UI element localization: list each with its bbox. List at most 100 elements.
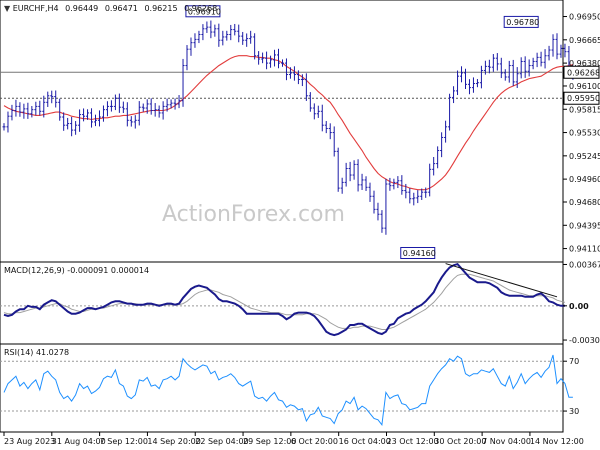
price-bar — [408, 188, 412, 204]
price-bar — [34, 101, 38, 116]
price-bar — [66, 117, 70, 130]
price-bar — [304, 73, 308, 101]
price-bar — [50, 90, 54, 104]
price-bar — [58, 98, 62, 121]
price-bar — [229, 24, 233, 41]
price-axis-label: 0.94110 — [569, 245, 600, 254]
price-bar — [448, 93, 452, 131]
price-axis-label: 0.96665 — [569, 36, 600, 45]
price-bar — [129, 116, 133, 127]
price-bar — [74, 121, 78, 135]
current-price-label: 0.96268 — [563, 65, 600, 79]
watermark: ActionForex.com — [162, 202, 345, 227]
price-bar — [101, 105, 105, 122]
price-bar — [173, 98, 177, 110]
price-bar — [197, 30, 201, 44]
price-bar — [245, 33, 249, 47]
rsi-title: RSI(14) 41.0278 — [4, 348, 69, 357]
price-bar — [249, 30, 253, 44]
x-axis-label: 6 Oct 20:00 — [291, 437, 338, 446]
price-bar — [392, 178, 396, 190]
price-bar — [137, 101, 141, 126]
price-annotation: 0.96780 — [503, 15, 539, 28]
price-axis-label: 0.95815 — [569, 105, 600, 114]
price-bar — [456, 70, 460, 96]
ohlc-close: 0.96268 — [184, 4, 217, 13]
price-bar — [269, 55, 273, 68]
price-bar — [237, 24, 241, 43]
price-axis-label: 0.94960 — [569, 175, 600, 184]
price-bar — [121, 101, 125, 114]
svg-text:0.96780: 0.96780 — [506, 18, 539, 27]
price-axis-label: 0.96380 — [569, 59, 600, 68]
price-bar — [284, 58, 288, 81]
price-bar — [109, 100, 113, 112]
price-bar — [90, 108, 94, 128]
price-bar — [471, 77, 475, 93]
price-bar — [221, 30, 225, 46]
price-bar — [380, 210, 384, 233]
price-axis-label: 0.95530 — [569, 129, 600, 138]
price-axis-label: 0.94680 — [569, 198, 600, 207]
price-bar — [364, 176, 368, 191]
price-panel: ActionForex.com 0.96910 0.96780 0.94160 ▼ … — [0, 0, 575, 263]
price-bar — [348, 161, 352, 182]
price-bar — [519, 57, 523, 79]
price-bar — [82, 108, 86, 122]
price-bar — [503, 69, 507, 81]
price-bar — [42, 95, 46, 118]
price-axis-label: 0.94395 — [569, 221, 600, 230]
price-bar — [356, 159, 360, 192]
moving-average-line — [3, 55, 574, 191]
price-bar — [539, 51, 543, 67]
price-bar — [551, 34, 555, 57]
price-bar — [261, 52, 265, 64]
price-bar — [487, 59, 491, 74]
price-bar — [105, 101, 109, 117]
price-bar — [328, 123, 332, 140]
price-bar — [479, 65, 483, 89]
macd-y-axis: 0.00367 0.00 -0.003038 — [563, 260, 600, 345]
price-bar — [388, 177, 392, 191]
price-bar — [444, 120, 448, 143]
price-panel-title: ▼ EURCHF,H4 0.96449 0.96471 0.96215 0.96… — [4, 4, 217, 13]
price-bar — [213, 24, 217, 37]
svg-text:0.96910: 0.96910 — [188, 7, 221, 16]
price-bar — [360, 173, 364, 190]
price-bar — [515, 67, 519, 89]
price-bar — [70, 116, 74, 137]
price-bar — [320, 104, 324, 132]
ohlc-low: 0.96215 — [144, 4, 177, 13]
price-bar — [265, 51, 269, 70]
x-axis-label: 30 Oct 20:00 — [434, 437, 486, 446]
price-bar — [296, 70, 300, 85]
svg-text:0.94160: 0.94160 — [403, 249, 436, 258]
price-bar — [117, 93, 121, 113]
price-bar — [416, 190, 420, 204]
price-bar — [46, 91, 50, 107]
svg-text:0.96268: 0.96268 — [567, 68, 600, 77]
macd-axis-label: 0.00 — [569, 302, 589, 311]
price-bar — [424, 187, 428, 198]
macd-axis-label: -0.003038 — [569, 336, 600, 345]
price-bar — [165, 98, 169, 112]
price-bar — [209, 20, 213, 39]
price-bar — [125, 102, 129, 127]
x-axis-label: 31 Aug 04:00 — [52, 437, 106, 446]
price-bar — [463, 68, 467, 90]
x-axis-label: 29 Sep 12:00 — [243, 437, 296, 446]
price-bar — [372, 190, 376, 214]
ohlc-open: 0.96449 — [65, 4, 98, 13]
price-bar — [38, 100, 42, 116]
price-bar — [412, 192, 416, 206]
rsi-line — [3, 354, 573, 427]
macd-axis-label: 0.00367 — [569, 260, 600, 269]
price-bar — [511, 59, 515, 87]
price-bar — [205, 21, 209, 33]
price-bars — [2, 20, 575, 235]
price-bar — [30, 105, 34, 118]
price-bar — [404, 183, 408, 199]
price-bar — [396, 176, 400, 189]
x-axis-label: 7 Sep 12:00 — [100, 437, 148, 446]
